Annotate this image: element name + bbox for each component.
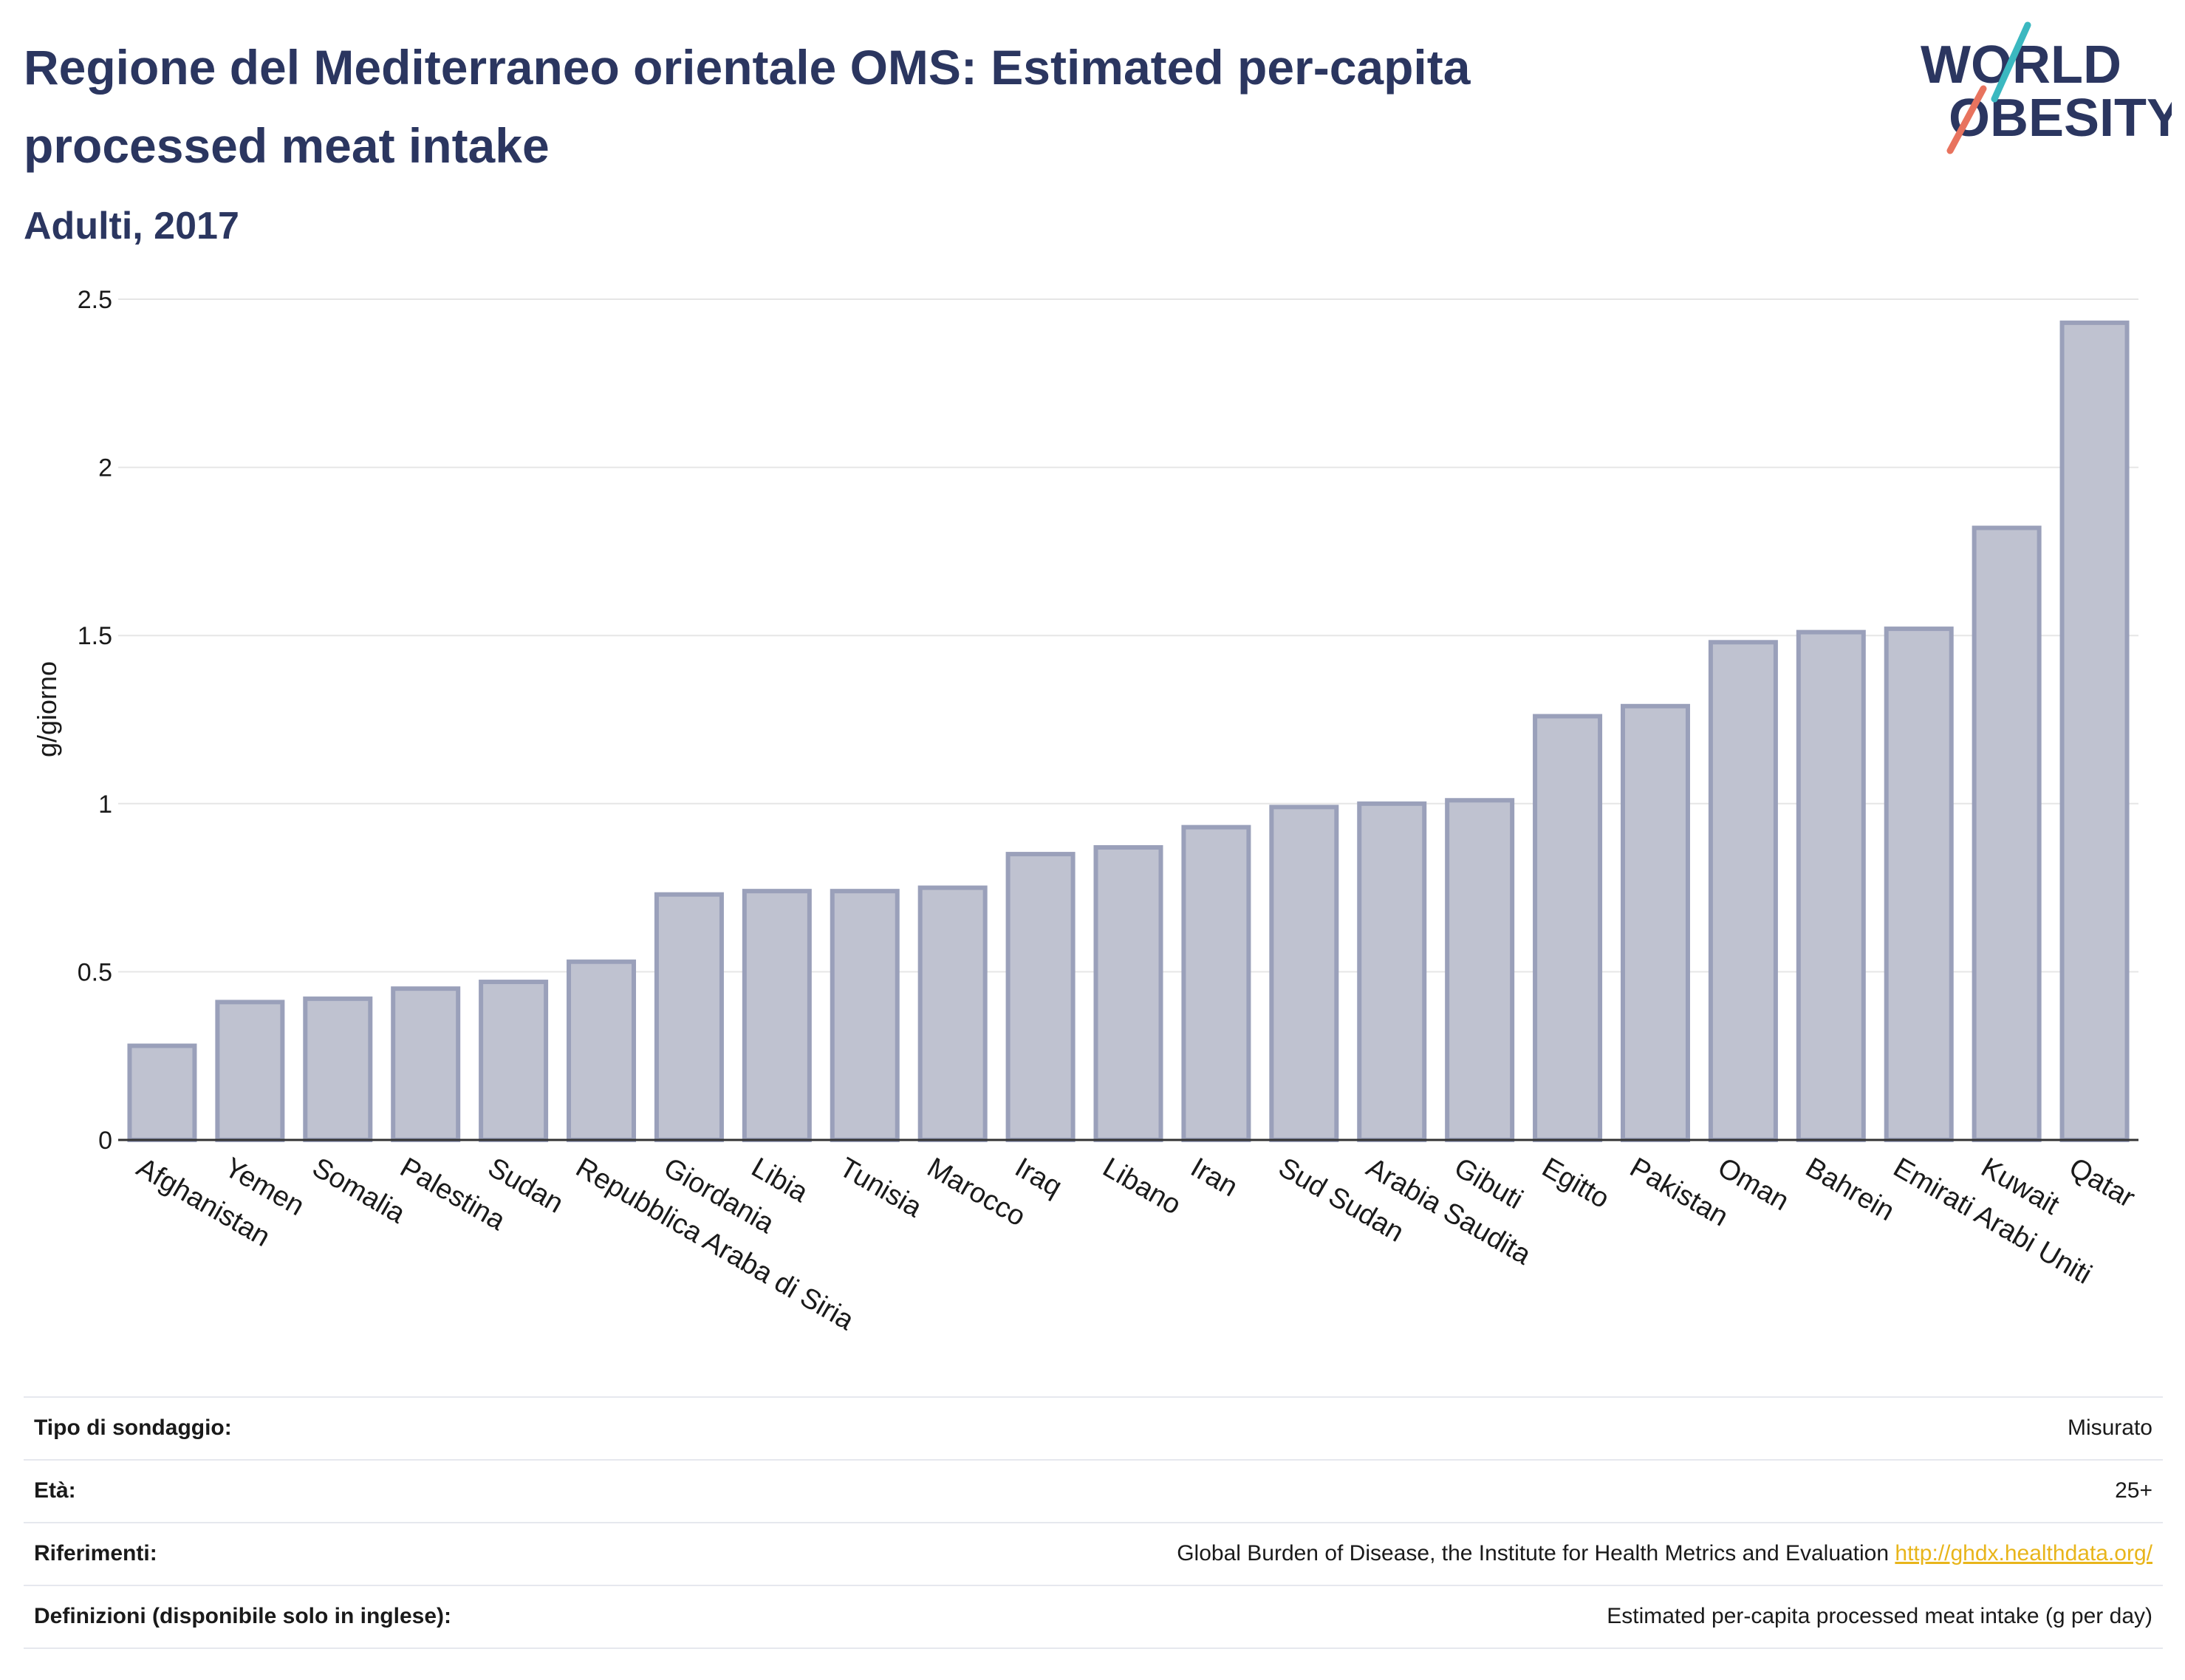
y-tick-label: 0 xyxy=(98,1127,112,1155)
meta-value: Estimated per-capita processed meat inta… xyxy=(1607,1604,2152,1628)
logo-accent-teal xyxy=(1991,21,2031,103)
bar[interactable] xyxy=(1972,525,2042,1142)
metadata-table: Tipo di sondaggio: Misurato Età: 25+ Rif… xyxy=(24,1396,2163,1649)
chart-title: Regione del Mediterraneo orientale OMS: … xyxy=(24,40,1471,173)
meta-value-references: Global Burden of Disease, the Institute … xyxy=(1177,1541,2152,1566)
bar-chart: 0 0.5 1 1.5 2 2.5 AfghanistanYemenSomaliaPale… xyxy=(32,286,2141,1336)
meta-label: Età: xyxy=(34,1478,76,1503)
meta-label: Definizioni (disponibile solo in inglese… xyxy=(34,1604,452,1628)
bar[interactable] xyxy=(127,1043,197,1142)
meta-row-references: Riferimenti: Global Burden of Disease, t… xyxy=(24,1522,2163,1585)
meta-row-age: Età: 25+ xyxy=(24,1459,2163,1522)
y-tick-label: 0.5 xyxy=(78,958,112,986)
bar[interactable] xyxy=(830,889,900,1142)
meta-value: Misurato xyxy=(2067,1416,2152,1440)
meta-label: Tipo di sondaggio: xyxy=(34,1416,232,1440)
bar[interactable] xyxy=(1620,703,1690,1142)
bar[interactable] xyxy=(1005,852,1076,1142)
y-tick-label: 1 xyxy=(98,791,112,819)
y-axis-label: g/giorno xyxy=(32,661,62,757)
bar[interactable] xyxy=(1181,824,1251,1142)
x-tick-label: Pakistan xyxy=(1624,1152,1733,1232)
bar[interactable] xyxy=(303,996,373,1143)
bar[interactable] xyxy=(1796,629,1866,1142)
meta-row-definitions: Definizioni (disponibile solo in inglese… xyxy=(24,1585,2163,1649)
bar[interactable] xyxy=(391,986,461,1143)
x-tick-label: Somalia xyxy=(307,1152,411,1229)
meta-value: 25+ xyxy=(2115,1478,2152,1503)
bar[interactable] xyxy=(2059,320,2130,1142)
y-tick-label: 2 xyxy=(98,454,112,482)
bar[interactable] xyxy=(1708,640,1778,1142)
bar[interactable] xyxy=(1884,626,1954,1142)
x-tick-label: Tunisia xyxy=(834,1152,928,1223)
x-tick-label: Egitto xyxy=(1536,1152,1614,1215)
y-axis-ticks: 0 0.5 1 1.5 2 2.5 xyxy=(78,286,112,1155)
meta-row-survey-type: Tipo di sondaggio: Misurato xyxy=(24,1396,2163,1459)
meta-label: Riferimenti: xyxy=(34,1541,157,1565)
bar[interactable] xyxy=(479,980,549,1143)
logo-line2: OBESITY xyxy=(1949,89,2172,148)
bar[interactable] xyxy=(1093,844,1163,1142)
x-tick-label: Marocco xyxy=(922,1152,1030,1232)
x-tick-label: Iraq xyxy=(1010,1152,1067,1203)
bar[interactable] xyxy=(1533,714,1603,1142)
y-tick-label: 2.5 xyxy=(78,286,112,314)
bar[interactable] xyxy=(567,959,637,1143)
bar[interactable] xyxy=(1269,805,1339,1143)
bar[interactable] xyxy=(215,1000,285,1143)
reference-link[interactable]: http://ghdx.healthdata.org/ xyxy=(1895,1541,2152,1565)
bar[interactable] xyxy=(1357,801,1427,1143)
bar[interactable] xyxy=(1445,798,1515,1143)
reference-text: Global Burden of Disease, the Institute … xyxy=(1177,1541,1890,1565)
y-tick-label: 1.5 xyxy=(78,622,112,650)
bar[interactable] xyxy=(654,892,724,1142)
x-tick-label: Qatar xyxy=(2064,1152,2141,1214)
x-tick-label: Bahrein xyxy=(1800,1152,1899,1227)
bar[interactable] xyxy=(917,885,988,1142)
bar[interactable] xyxy=(742,889,812,1142)
world-obesity-logo: WORLD OBESITY xyxy=(1921,21,2172,154)
x-tick-label: Iran xyxy=(1186,1152,1243,1203)
x-tick-label: Libano xyxy=(1098,1152,1186,1220)
logo-accent-coral xyxy=(1946,85,1987,154)
chart-subtitle: Adulti, 2017 xyxy=(24,205,239,247)
bars xyxy=(127,320,2130,1143)
